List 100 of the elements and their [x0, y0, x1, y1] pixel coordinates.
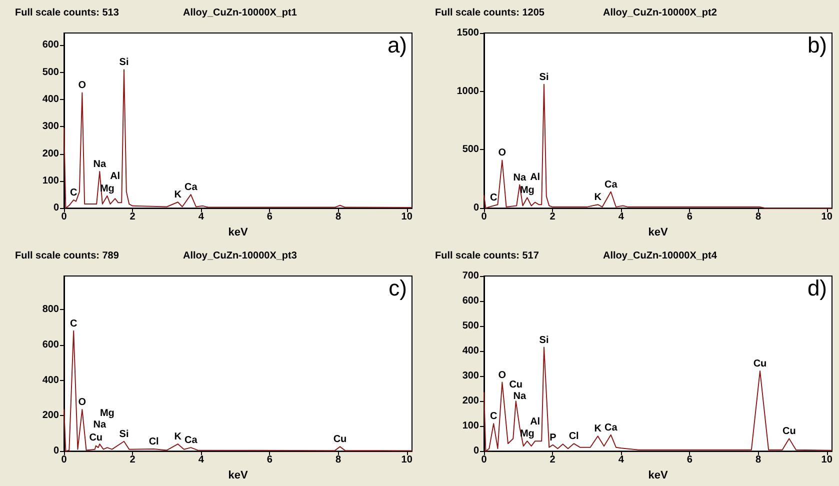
annotation: d) — [807, 276, 827, 300]
chart-title: Full scale counts: 517 — [435, 250, 540, 262]
chart-subtitle: Alloy_CuZn-10000X_pt2 — [603, 8, 718, 18]
y-tick-label: 300 — [42, 121, 60, 132]
chart-title: Full scale counts: 789 — [15, 250, 120, 262]
annotation: Ca — [184, 182, 198, 194]
y-tick-label: 400 — [42, 94, 60, 106]
annotation: Si — [119, 57, 129, 68]
annotation: Cl — [148, 436, 160, 448]
y-tick-label: 200 — [42, 410, 60, 422]
annotation: Na — [513, 172, 526, 184]
annotation: Cu — [782, 426, 796, 438]
y-tick-label: 800 — [42, 304, 60, 316]
y-tick-label: 400 — [42, 374, 60, 386]
y-tick-label: 200 — [42, 148, 60, 160]
chart-subtitle: Alloy_CuZn-10000X_pt1 — [183, 8, 298, 18]
annotation: Na — [93, 420, 106, 431]
x-tick-label: 6 — [686, 454, 693, 466]
x-tick-label: 8 — [336, 212, 342, 223]
y-tick-label: 0 — [473, 446, 480, 457]
y-tick-label: 500 — [42, 66, 60, 78]
y-tick-label: 1500 — [456, 28, 480, 38]
annotation: Si — [539, 72, 549, 83]
y-tick-label: 500 — [462, 144, 480, 156]
annotation: Mg — [100, 408, 114, 420]
annotation: Na — [513, 390, 526, 402]
annotation: Ca — [604, 179, 618, 190]
y-tick-label: 600 — [42, 339, 60, 350]
x-tick-label: 0 — [61, 212, 68, 223]
x-axis-title: keV — [228, 470, 248, 482]
x-tick-label: 8 — [336, 454, 342, 466]
x-tick-label: 0 — [481, 454, 488, 466]
x-tick-label: 10 — [821, 454, 833, 466]
annotation: Cl — [568, 431, 580, 442]
x-tick-label: 2 — [130, 454, 136, 466]
x-axis-title: keV — [228, 226, 248, 238]
annotation: Cu — [333, 434, 347, 446]
annotation: a) — [387, 32, 407, 58]
y-tick-label: 600 — [42, 40, 60, 51]
y-tick-label: 200 — [462, 396, 480, 407]
y-tick-label: 1000 — [456, 86, 480, 97]
x-tick-label: 2 — [550, 212, 556, 223]
x-tick-label: 2 — [550, 454, 556, 466]
annotation: Cu — [753, 358, 767, 370]
y-tick-label: 0 — [53, 202, 60, 214]
x-tick-label: 8 — [756, 212, 762, 223]
x-tick-label: 4 — [198, 212, 204, 223]
annotation: K — [594, 192, 602, 204]
x-axis-title: keV — [648, 226, 668, 238]
x-tick-label: 6 — [266, 212, 273, 223]
annotation: C — [70, 187, 78, 198]
annotation: c) — [388, 276, 407, 300]
x-tick-label: 0 — [61, 454, 68, 466]
x-tick-label: 0 — [481, 212, 488, 223]
chart-subtitle: Alloy_CuZn-10000X_pt3 — [183, 250, 298, 262]
annotation: b) — [807, 32, 827, 58]
annotation: Cu — [89, 432, 103, 444]
y-tick-label: 0 — [53, 446, 60, 457]
x-tick-label: 2 — [130, 212, 136, 223]
annotation: Na — [93, 158, 106, 170]
annotation: O — [498, 370, 506, 381]
y-tick-label: 700 — [462, 270, 480, 282]
annotation: Ca — [604, 422, 618, 434]
annotation: K — [594, 424, 602, 435]
annotation: Ca — [184, 435, 198, 446]
x-axis-title: keV — [648, 470, 668, 482]
y-tick-label: 100 — [42, 175, 60, 186]
annotation: P — [550, 432, 557, 444]
annotation: Cu — [509, 380, 523, 391]
y-tick-label: 0 — [473, 202, 480, 214]
annotation: O — [498, 148, 506, 159]
x-tick-label: 10 — [401, 454, 413, 466]
annotation: C — [490, 192, 498, 204]
annotation: Si — [119, 428, 129, 440]
annotation: Si — [539, 334, 549, 346]
y-tick-label: 100 — [462, 420, 480, 432]
y-tick-label: 500 — [462, 320, 480, 332]
annotation: Al — [530, 172, 540, 183]
chart-title: Full scale counts: 1205 — [435, 8, 545, 18]
chart-subtitle: Alloy_CuZn-10000X_pt4 — [603, 250, 718, 262]
x-tick-label: 4 — [618, 212, 624, 223]
x-tick-label: 4 — [618, 454, 624, 466]
x-tick-label: 10 — [821, 212, 833, 223]
y-tick-label: 300 — [462, 370, 480, 382]
annotation: C — [70, 318, 78, 330]
y-tick-label: 400 — [462, 346, 480, 357]
annotation: Al — [530, 416, 540, 428]
x-tick-label: 4 — [198, 454, 204, 466]
annotation: O — [78, 80, 86, 92]
annotation: K — [174, 190, 182, 201]
x-tick-label: 6 — [686, 212, 693, 223]
x-tick-label: 10 — [401, 212, 413, 223]
y-tick-label: 600 — [462, 296, 480, 307]
annotation: C — [490, 411, 498, 422]
x-tick-label: 6 — [266, 454, 273, 466]
annotation: Al — [110, 171, 120, 182]
chart-title: Full scale counts: 513 — [15, 8, 120, 18]
annotation: K — [174, 432, 182, 443]
annotation: O — [78, 397, 86, 408]
x-tick-label: 8 — [756, 454, 762, 466]
